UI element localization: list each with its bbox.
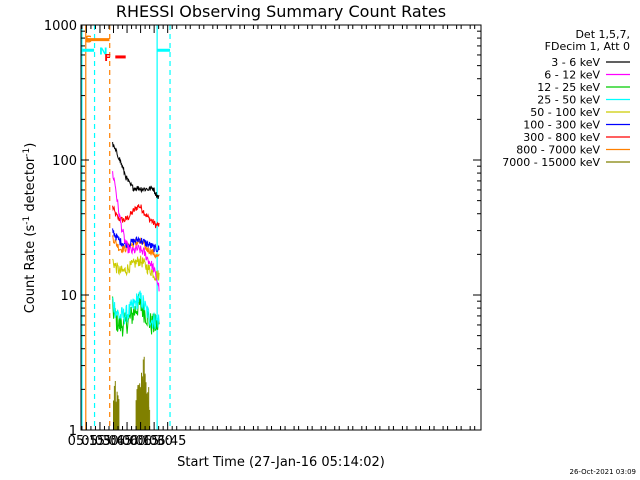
legend-label: 3 - 6 keV bbox=[551, 56, 600, 69]
legend-header-1: Det 1,5,7, bbox=[575, 28, 630, 41]
y-tick-label: 1 bbox=[69, 424, 77, 439]
legend-label: 300 - 800 keV bbox=[523, 131, 600, 144]
legend-label: 6 - 12 keV bbox=[544, 69, 600, 82]
x-tick-label: 05:45 bbox=[95, 434, 132, 449]
legend-label: 25 - 50 keV bbox=[537, 94, 600, 107]
flag-bars: SNF bbox=[81, 35, 171, 64]
y-axis-label: Count Rate (s-1 detector-1) bbox=[22, 143, 38, 314]
y-tick-label: 1000 bbox=[44, 19, 77, 34]
marker-lines bbox=[81, 25, 171, 430]
series-lines bbox=[112, 142, 160, 337]
x-tick-label: 05:30 bbox=[81, 434, 118, 449]
chart-title: RHESSI Observing Summary Count Rates bbox=[116, 2, 446, 21]
x-tick-label: 05:15 bbox=[68, 434, 105, 449]
series-line-4 bbox=[112, 255, 160, 282]
burst-group bbox=[113, 356, 151, 430]
flag-label: N bbox=[99, 46, 107, 57]
series-line-5 bbox=[112, 228, 160, 253]
x-tick-label: 06:30 bbox=[135, 434, 172, 449]
y-axis: 1 10 100 1000 bbox=[44, 19, 481, 439]
y-tick-label: 100 bbox=[52, 154, 77, 169]
x-tick-label: 06:15 bbox=[122, 434, 159, 449]
x-tick-label: 06:45 bbox=[149, 434, 186, 449]
series-line-0 bbox=[112, 142, 160, 199]
series-line-2 bbox=[112, 293, 160, 337]
series-line-3 bbox=[112, 290, 160, 329]
legend-label: 800 - 7000 keV bbox=[516, 144, 600, 157]
legend-label: 12 - 25 keV bbox=[537, 81, 600, 94]
plot-frame bbox=[80, 24, 482, 431]
timestamp: 26-Oct-2021 03:09 bbox=[570, 468, 636, 476]
y-tick-label: 10 bbox=[60, 289, 77, 304]
flag-label: F bbox=[104, 53, 111, 64]
legend-header-2: FDecim 1, Att 0 bbox=[545, 40, 630, 53]
legend-label: 100 - 300 keV bbox=[523, 119, 600, 132]
x-tick-label: 06:00 bbox=[108, 434, 145, 449]
legend-label: 7000 - 15000 keV bbox=[502, 156, 600, 169]
x-axis-label: Start Time (27-Jan-16 05:14:02) bbox=[177, 455, 385, 470]
series-line-1 bbox=[112, 171, 160, 292]
flag-label: S bbox=[85, 35, 92, 46]
legend-label: 50 - 100 keV bbox=[530, 106, 600, 119]
